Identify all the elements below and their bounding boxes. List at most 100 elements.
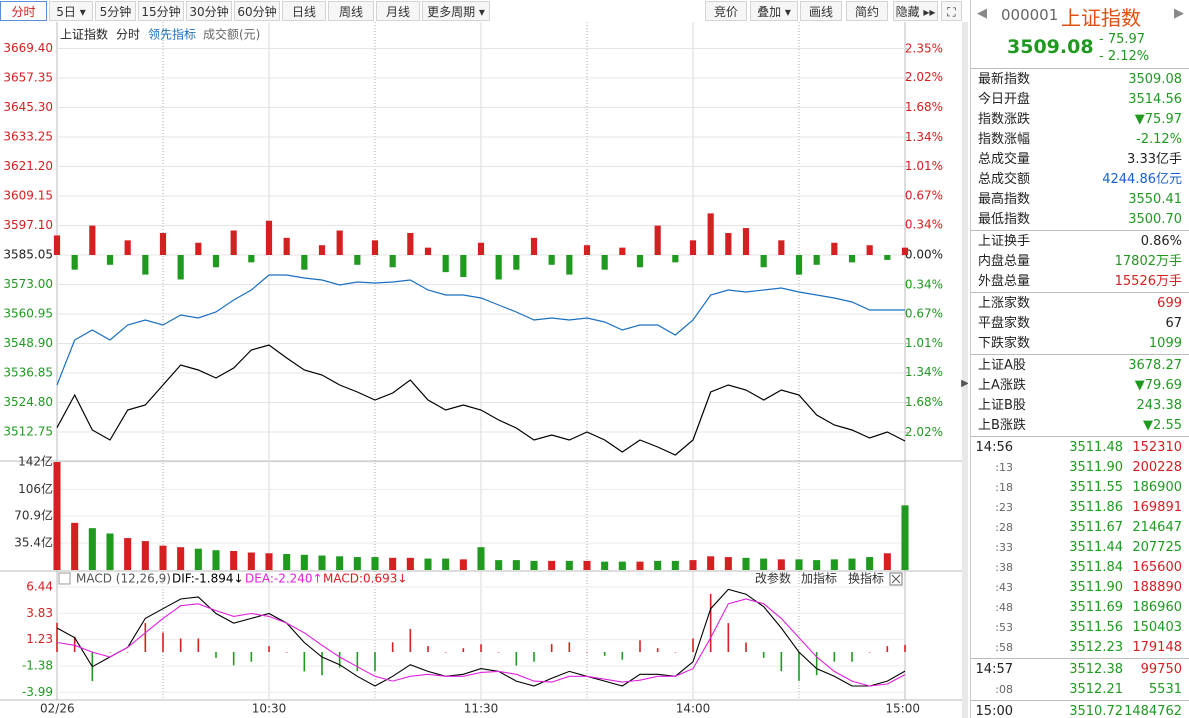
fullscreen-button[interactable]: ⛶ [941, 1, 962, 21]
volume-bar [548, 560, 556, 570]
y2-tick-label: 2.02% [905, 425, 943, 439]
stat-row: 今日开盘 3514.56 [971, 90, 1189, 110]
stat-value: 243.38 [1136, 398, 1183, 413]
stat-label: 内盘总量 [978, 254, 1031, 269]
trade-volume: 152310 [1132, 440, 1182, 455]
trade-row: :48 3511.69 186960 [971, 598, 1189, 618]
volume-bar [318, 555, 326, 570]
y-tick-label: 3609.15 [3, 189, 53, 203]
volume-bar [159, 545, 167, 570]
period-button[interactable]: 30分钟 [186, 1, 232, 21]
lead-bar [230, 230, 237, 256]
stat-label: 上证B股 [978, 398, 1026, 413]
volume-bar [601, 561, 609, 570]
macd-toggle[interactable] [58, 572, 71, 585]
y-tick-label: -1.38 [22, 658, 53, 672]
lead-bar [901, 247, 909, 256]
period-button[interactable]: 15分钟 [138, 1, 184, 21]
lead-bar [301, 255, 308, 270]
collapse-arrow[interactable]: ▶ [961, 378, 968, 389]
indicator-title: MACD (12,26,9) [76, 572, 171, 586]
stat-value: 3509.08 [1128, 72, 1182, 87]
separator [971, 230, 1189, 231]
trade-row: :13 3511.90 200228 [971, 458, 1189, 478]
stat-row: 上涨家数 699 [971, 294, 1189, 314]
indicator-button[interactable]: 加指标 [801, 571, 837, 586]
y2-tick-label: 2.02% [905, 70, 943, 84]
trade-time: :18 [995, 481, 1013, 494]
trade-row: :08 3512.21 5531 [971, 680, 1189, 700]
tool-button[interactable]: 隐藏 ▸▸ [893, 1, 938, 21]
trade-volume: 179148 [1132, 640, 1182, 655]
lead-bar [142, 255, 149, 275]
y2-tick-label: 0.00% [905, 248, 943, 262]
stat-label: 上B涨跌 [978, 418, 1026, 433]
period-button[interactable]: 5日 ▾ [49, 1, 93, 21]
macd-bar [533, 652, 535, 662]
period-button[interactable]: 日线 [282, 1, 326, 21]
macd-bar [303, 652, 306, 672]
lead-bar [354, 255, 361, 265]
indicator-button[interactable]: 改参数 [755, 571, 791, 586]
prev-arrow[interactable]: ◀ [977, 6, 987, 21]
period-button[interactable]: 分时 [0, 1, 47, 21]
separator [971, 354, 1189, 355]
volume-bar [371, 557, 379, 570]
volume-bar [654, 560, 662, 570]
volume-bar [636, 561, 644, 570]
lead-bar [460, 255, 467, 278]
trade-price: 3512.21 [1069, 682, 1123, 697]
volume-bar [795, 559, 803, 570]
side-splitter[interactable] [962, 22, 968, 718]
macd-bar [144, 623, 147, 653]
next-arrow[interactable]: ▶ [1174, 6, 1184, 21]
trade-price: 3510.72 [1069, 704, 1123, 718]
macd-bar [833, 652, 836, 662]
lead-bar [389, 255, 396, 268]
y2-tick-label: 1.34% [905, 130, 943, 144]
volume-bar [760, 558, 768, 570]
y2-tick-label: 0.34% [905, 218, 943, 232]
y-tick-label: 3669.40 [3, 41, 53, 55]
period-button[interactable]: 月线 [376, 1, 420, 21]
lead-bar [725, 232, 732, 256]
legend-entry: 领先指标 [148, 27, 196, 42]
stat-row: 指数涨跌 ▼75.97 [971, 110, 1189, 130]
trade-volume: 188890 [1132, 580, 1182, 595]
y-tick-label: 3585.05 [3, 248, 53, 262]
period-button[interactable]: 60分钟 [234, 1, 280, 21]
macd-bar [621, 652, 624, 660]
tool-button[interactable]: 叠加 ▾ [750, 1, 798, 21]
lead-bar [866, 245, 873, 256]
stat-value: ▼75.97 [1134, 112, 1182, 127]
macd-bar [497, 652, 500, 653]
tool-button[interactable]: 画线 [800, 1, 842, 21]
macd-bar [515, 652, 518, 666]
lead-bar [636, 255, 644, 268]
lead-bar [248, 255, 255, 263]
indicator-button[interactable]: 换指标 [848, 571, 884, 586]
lead-bar [760, 255, 767, 268]
trade-row: :33 3511.44 207725 [971, 538, 1189, 558]
volume-bar [777, 559, 785, 570]
y2-tick-label: 1.68% [905, 395, 943, 409]
stat-row: 总成交量 3.33亿手 [971, 150, 1189, 170]
period-button[interactable]: 5分钟 [95, 1, 136, 21]
volume-bar [141, 541, 149, 570]
trade-price: 3511.90 [1069, 460, 1123, 475]
lead-bar [548, 255, 555, 265]
chart: ▶ 02/26 10:30 11:30 14:00 15:00 3669.40 3657.3… [0, 22, 968, 718]
separator [971, 68, 1189, 69]
y-tick-label: 3597.10 [3, 218, 53, 232]
macd-bar [356, 652, 359, 672]
lead-bar [672, 255, 679, 263]
period-button[interactable]: 更多周期 ▾ [422, 1, 490, 21]
lead-bar [778, 240, 785, 256]
period-button[interactable]: 周线 [328, 1, 374, 21]
volume-bar [901, 505, 909, 570]
y-tick-label: 35.4亿 [14, 535, 53, 550]
lead-bar [477, 242, 485, 256]
tool-button[interactable]: 竞价 [705, 1, 747, 21]
lead-bar [848, 255, 856, 263]
tool-button[interactable]: 简约 [846, 1, 888, 21]
